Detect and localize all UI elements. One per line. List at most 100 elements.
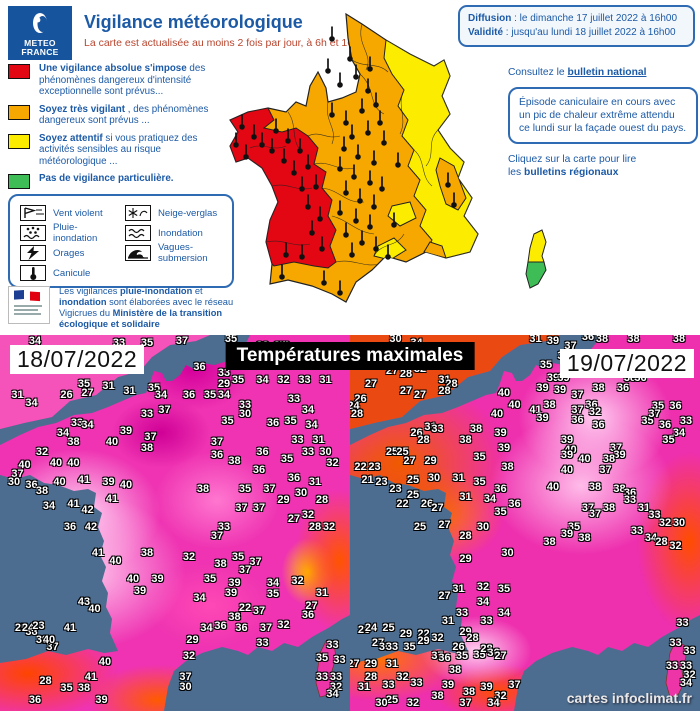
temp-label: 27 (364, 377, 378, 390)
temp-label: 34 (476, 595, 490, 608)
temp-label: 36 (25, 479, 38, 492)
page-title: Vigilance météorologique (84, 12, 303, 32)
temp-label: 25 (14, 622, 28, 635)
temp-label: 33 (333, 654, 346, 667)
temp-label: 41 (63, 622, 77, 635)
temp-label: 28 (438, 385, 451, 398)
temp-label: 34 (28, 335, 42, 347)
temp-label: 26 (452, 641, 465, 654)
temp-label: 40 (18, 458, 31, 471)
temp-label: 28 (655, 535, 668, 548)
temp-label: 28 (364, 671, 378, 684)
temp-label: 33 (315, 671, 329, 684)
temp-label: 23 (389, 483, 402, 496)
temp-label: 36 (63, 520, 77, 533)
pluie-inondation-icon (20, 225, 46, 241)
ministere-logo (8, 286, 50, 324)
temp-label: 33 (70, 417, 84, 430)
temp-label: 32 (669, 539, 682, 552)
temp-label: 27 (438, 590, 451, 603)
temp-label: 33 (140, 407, 154, 420)
temp-label: 37 (252, 501, 266, 514)
temp-label: 31 (102, 379, 115, 392)
temp-label: 32 (588, 406, 602, 419)
temp-label: 36 (182, 389, 196, 402)
temp-label: 31 (11, 389, 24, 402)
temp-label: 39 (546, 372, 560, 385)
date-badge-left: 18/07/2022 (10, 345, 145, 374)
bulletin-national-link[interactable]: bulletin national (567, 67, 647, 78)
temp-label: 25 (385, 445, 399, 458)
temp-label: 26 (60, 389, 73, 402)
temp-label: 33 (679, 659, 693, 672)
meteo-france-logo: METEO FRANCE (8, 6, 72, 60)
hazard-item-inondation: Inondation (125, 223, 226, 243)
temp-label: 37 (599, 464, 612, 477)
orages-icon (20, 245, 46, 261)
temp-label: 33 (431, 423, 444, 435)
temp-label: 27 (81, 387, 94, 400)
temp-label: 28 (466, 631, 479, 644)
temp-label: 37 (175, 335, 189, 347)
temp-label: 26 (420, 498, 434, 511)
validite-label: Validité (468, 27, 504, 38)
temp-label: 35 (473, 475, 486, 488)
meteo-france-logo-mark (33, 13, 48, 33)
red-swatch (8, 64, 30, 79)
bulletins-regionaux-link[interactable]: bulletins régionaux (524, 167, 619, 178)
temp-label: 40 (67, 456, 80, 469)
temp-label: 39 (119, 424, 133, 437)
temp-label: 39 (546, 335, 560, 347)
temp-label: 38 (592, 381, 605, 394)
temp-label: 35 (203, 573, 217, 586)
temp-label: 32 (277, 374, 290, 387)
temp-label: 39 (151, 573, 164, 586)
temp-label: 38 (627, 335, 640, 345)
temp-label: 39 (497, 441, 511, 454)
temp-label: 32 (431, 631, 444, 644)
temp-label: 37 (210, 530, 224, 543)
temp-label: 35 (539, 359, 553, 372)
temp-label: 37 (46, 641, 59, 654)
temp-label: 33 (410, 676, 423, 689)
temp-label: 38 (578, 532, 591, 545)
neige-verglas-icon (125, 205, 151, 221)
department-borders (249, 23, 439, 266)
temp-label: 38 (501, 460, 514, 473)
temp-label: 32 (494, 689, 507, 702)
temp-label: 32 (277, 618, 290, 631)
temp-label: 39 (536, 411, 549, 424)
temp-label: 32 (329, 680, 343, 693)
temp-label: 36 (508, 498, 521, 511)
temp-label: 27 (350, 658, 360, 670)
temp-label: 40 (490, 407, 504, 420)
temp-label: 40 (105, 436, 119, 449)
temp-label: 32 (476, 580, 490, 593)
temp-label: 33 (385, 641, 399, 654)
consultez-line: Consultez le bulletin national (508, 67, 647, 78)
canicule-icon (337, 72, 343, 88)
temp-label: 35 (224, 335, 238, 345)
temp-label: 33 (665, 659, 679, 672)
temp-label: 27 (403, 454, 416, 467)
temp-label: 35 (203, 389, 217, 402)
temp-label: 27 (431, 501, 444, 514)
temp-label: 29 (277, 494, 290, 507)
temp-label: 21 (361, 473, 374, 486)
temp-label: 38 (543, 398, 556, 411)
temp-label: 37 (648, 407, 661, 420)
temp-label: 35 (147, 381, 161, 394)
temp-label: 37 (210, 436, 224, 449)
temp-label: 37 (158, 404, 171, 417)
temp-label: 27 (438, 518, 451, 531)
temp-label: 30 (179, 680, 192, 693)
temp-label: 34 (305, 419, 318, 432)
diffusion-value: : le dimanche 17 juillet 2022 à 16h00 (511, 13, 678, 24)
temp-label: 29 (217, 377, 231, 390)
vigilance-france-map[interactable] (228, 10, 573, 332)
hazard-item-neige-verglas: Neige-verglas (125, 203, 226, 223)
temp-label: 34 (266, 577, 280, 590)
temp-label: 33 (676, 616, 689, 629)
temp-label: 29 (459, 552, 472, 565)
temp-label: 27 (494, 650, 507, 663)
